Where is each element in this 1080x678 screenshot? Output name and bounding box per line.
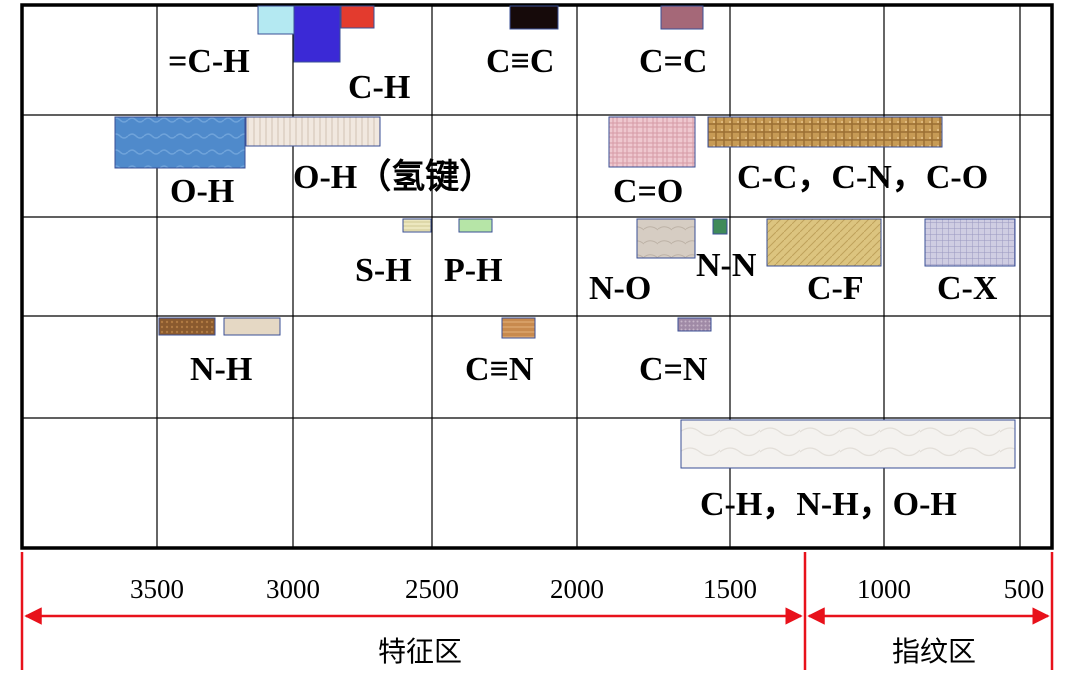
label-c-double-o: C=O — [613, 173, 683, 210]
label-c-f: C-F — [807, 270, 864, 307]
grid — [22, 5, 1052, 548]
band-c-double-o — [608, 116, 696, 168]
region-characteristic-label: 特征区 — [378, 635, 462, 668]
band-c-f — [766, 218, 882, 267]
band-c-triple-c — [509, 5, 559, 30]
band-c-c-c-n-c-o — [707, 116, 943, 148]
tick-1500: 1500 — [703, 574, 757, 604]
region-fingerprint-label: 指纹区 — [892, 635, 976, 668]
label-bending-group: C-H，N-H，O-H — [700, 486, 957, 523]
band-c-double-n — [677, 317, 712, 332]
label-eq-c-h: =C-H — [168, 43, 250, 80]
label-p-h: P-H — [444, 252, 503, 289]
label-n-o: N-O — [589, 270, 651, 307]
region-markers — [20, 552, 1054, 670]
tick-1000: 1000 — [857, 574, 911, 604]
band-labels: =C-H C-H C≡C C=C O-H O-H（氢键） C=O C-C，C-N… — [168, 43, 998, 523]
diagram-frame — [20, 3, 1054, 550]
label-c-double-n: C=N — [639, 351, 708, 388]
absorption-bands — [114, 5, 1016, 469]
tick-3500: 3500 — [130, 574, 184, 604]
band-c-h-red — [340, 5, 375, 29]
label-n-n: N-N — [696, 247, 757, 284]
band-n-n — [712, 218, 728, 235]
band-c-x — [924, 218, 1016, 267]
label-c-h: C-H — [348, 69, 410, 106]
label-n-h: N-H — [190, 351, 252, 388]
band-o-h-hbond — [245, 116, 381, 147]
label-c-x: C-X — [937, 270, 998, 307]
label-c-double-c: C=C — [639, 43, 707, 80]
band-n-h-brown — [158, 317, 216, 336]
label-s-h: S-H — [355, 252, 412, 289]
tick-3000: 3000 — [266, 574, 320, 604]
band-bending — [680, 419, 1016, 469]
label-o-h-hbond: O-H（氢键） — [293, 157, 493, 196]
label-c-triple-n: C≡N — [465, 351, 534, 388]
band-c-double-c — [660, 5, 704, 30]
band-eq-c-h — [257, 5, 295, 35]
band-p-h — [458, 218, 493, 233]
band-o-h — [114, 116, 246, 169]
band-n-h-light — [223, 317, 281, 336]
band-s-h — [402, 218, 432, 233]
wavenumber-axis: 3500 3000 2500 2000 1500 1000 500 — [130, 574, 1044, 604]
band-c-triple-n — [501, 317, 536, 339]
tick-2000: 2000 — [550, 574, 604, 604]
label-c-c-c-n-c-o: C-C，C-N，C-O — [737, 159, 988, 196]
band-c-h-blue — [293, 5, 341, 63]
label-c-triple-c: C≡C — [486, 43, 554, 80]
tick-2500: 2500 — [405, 574, 459, 604]
label-o-h: O-H — [170, 173, 234, 210]
tick-500: 500 — [1004, 574, 1045, 604]
band-n-o — [636, 218, 696, 259]
